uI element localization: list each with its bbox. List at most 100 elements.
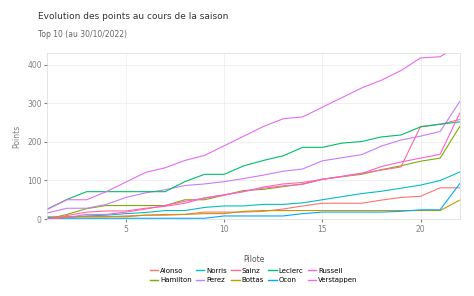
Russell [261, 186, 266, 190]
Perez [123, 196, 129, 199]
Leclerc [418, 125, 423, 129]
Alonso [64, 215, 70, 218]
Perez [201, 182, 207, 186]
Russell [241, 189, 246, 193]
Hamilton [300, 182, 306, 186]
Ocon [182, 216, 188, 220]
Bottas [359, 209, 365, 212]
Sainz [261, 185, 266, 189]
Perez [438, 130, 443, 133]
Bottas [418, 209, 423, 212]
Bottas [378, 209, 384, 212]
Bottas [261, 209, 266, 212]
Hamilton [84, 207, 90, 210]
Norris [143, 211, 148, 214]
Leclerc [339, 141, 345, 145]
Russell [280, 184, 286, 188]
Norris [163, 209, 168, 212]
Verstappen [261, 125, 266, 128]
Alonso [84, 215, 90, 218]
Alonso [457, 186, 463, 190]
Perez [378, 144, 384, 148]
Sainz [438, 123, 443, 126]
Verstappen [378, 78, 384, 82]
Leclerc [438, 123, 443, 126]
Norris [221, 204, 227, 208]
Ocon [339, 210, 345, 214]
Sainz [319, 178, 325, 181]
Leclerc [457, 120, 463, 124]
Russell [457, 111, 463, 115]
Verstappen [221, 144, 227, 148]
Verstappen [143, 170, 148, 174]
Verstappen [123, 180, 129, 184]
Ocon [319, 210, 325, 214]
Ocon [280, 214, 286, 218]
Perez [103, 203, 109, 206]
Perez [84, 207, 90, 210]
Perez [359, 153, 365, 157]
Legend: Alonso, Hamilton, Norris, Perez, Sainz, Bottas, Leclerc, Ocon, Russell, Verstapp: Alonso, Hamilton, Norris, Perez, Sainz, … [147, 252, 360, 286]
Russell [103, 213, 109, 216]
Norris [378, 189, 384, 193]
Alonso [182, 213, 188, 216]
Perez [241, 177, 246, 180]
Russell [163, 204, 168, 207]
Norris [103, 213, 109, 217]
Leclerc [261, 159, 266, 162]
Bottas [123, 215, 129, 218]
Verstappen [163, 166, 168, 170]
Line: Ocon: Ocon [47, 184, 460, 219]
Sainz [182, 202, 188, 205]
Ocon [261, 214, 266, 218]
Hamilton [457, 125, 463, 128]
Leclerc [241, 164, 246, 168]
Sainz [103, 209, 109, 213]
Leclerc [64, 198, 70, 201]
Norris [359, 192, 365, 195]
Bottas [241, 210, 246, 213]
Line: Hamilton: Hamilton [47, 126, 460, 219]
Line: Perez: Perez [47, 102, 460, 213]
Bottas [84, 215, 90, 218]
Alonso [378, 198, 384, 202]
Perez [45, 211, 50, 215]
Bottas [182, 213, 188, 216]
Hamilton [64, 213, 70, 216]
Leclerc [221, 173, 227, 176]
Text: Top 10 (au 30/10/2022): Top 10 (au 30/10/2022) [38, 30, 127, 38]
Hamilton [241, 189, 246, 192]
Verstappen [280, 117, 286, 120]
Bottas [319, 209, 325, 212]
Sainz [280, 182, 286, 186]
Verstappen [241, 134, 246, 138]
Sainz [241, 190, 246, 194]
Russell [398, 160, 404, 164]
Norris [438, 179, 443, 182]
Text: Evolution des points au cours de la saison: Evolution des points au cours de la sais… [38, 12, 228, 21]
Sainz [45, 217, 50, 221]
Sainz [359, 171, 365, 175]
Bottas [103, 215, 109, 218]
Norris [241, 204, 246, 208]
Russell [64, 216, 70, 219]
Sainz [221, 193, 227, 197]
Ocon [84, 216, 90, 220]
Bottas [438, 209, 443, 212]
Norris [457, 170, 463, 174]
Alonso [438, 186, 443, 190]
Ocon [64, 216, 70, 220]
Leclerc [359, 140, 365, 143]
Bottas [221, 212, 227, 215]
Alonso [241, 210, 246, 214]
Bottas [457, 198, 463, 202]
Norris [261, 203, 266, 206]
Hamilton [398, 164, 404, 168]
Hamilton [359, 173, 365, 176]
Norris [201, 206, 207, 209]
Verstappen [457, 42, 463, 46]
Alonso [143, 213, 148, 217]
Norris [300, 201, 306, 205]
Perez [163, 188, 168, 192]
Norris [84, 214, 90, 218]
